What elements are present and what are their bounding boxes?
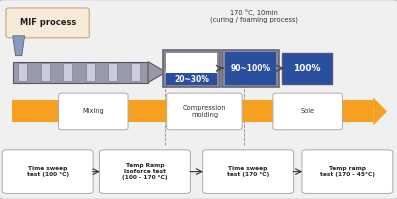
Bar <box>12 100 373 122</box>
Text: Time sweep
test (100 °C): Time sweep test (100 °C) <box>27 166 69 177</box>
FancyBboxPatch shape <box>64 63 72 81</box>
FancyBboxPatch shape <box>6 8 89 38</box>
FancyBboxPatch shape <box>86 63 94 81</box>
Text: Compression
molding: Compression molding <box>183 105 226 118</box>
Text: 90~100%: 90~100% <box>231 64 271 73</box>
FancyBboxPatch shape <box>131 63 140 81</box>
Text: Temp Ramp
Isoforce test
(100 - 170 °C): Temp Ramp Isoforce test (100 - 170 °C) <box>122 163 168 180</box>
FancyBboxPatch shape <box>225 52 276 85</box>
Text: Mixing: Mixing <box>83 108 104 114</box>
FancyBboxPatch shape <box>18 63 27 81</box>
FancyBboxPatch shape <box>99 150 191 193</box>
FancyBboxPatch shape <box>302 150 393 193</box>
FancyBboxPatch shape <box>273 93 342 130</box>
FancyBboxPatch shape <box>166 53 217 74</box>
FancyBboxPatch shape <box>166 73 217 85</box>
Text: MIF process: MIF process <box>19 18 76 27</box>
Text: 20~30%: 20~30% <box>174 74 209 84</box>
Text: 170 °C, 10min
(curing / foaming process): 170 °C, 10min (curing / foaming process) <box>210 9 298 23</box>
FancyBboxPatch shape <box>163 50 220 87</box>
FancyBboxPatch shape <box>222 50 279 87</box>
Text: Temp ramp
test (170 - 45°C): Temp ramp test (170 - 45°C) <box>320 166 375 177</box>
FancyBboxPatch shape <box>108 63 117 81</box>
FancyBboxPatch shape <box>2 150 93 193</box>
FancyBboxPatch shape <box>202 150 293 193</box>
FancyBboxPatch shape <box>167 93 242 130</box>
Polygon shape <box>373 98 387 125</box>
FancyBboxPatch shape <box>58 93 128 130</box>
FancyBboxPatch shape <box>41 63 50 81</box>
FancyBboxPatch shape <box>282 53 332 84</box>
FancyBboxPatch shape <box>13 62 148 83</box>
Polygon shape <box>13 36 25 56</box>
Text: Sole: Sole <box>301 108 315 114</box>
Text: 100%: 100% <box>293 64 321 73</box>
Polygon shape <box>148 62 166 83</box>
Text: Time sweep
test (170 °C): Time sweep test (170 °C) <box>227 166 269 177</box>
